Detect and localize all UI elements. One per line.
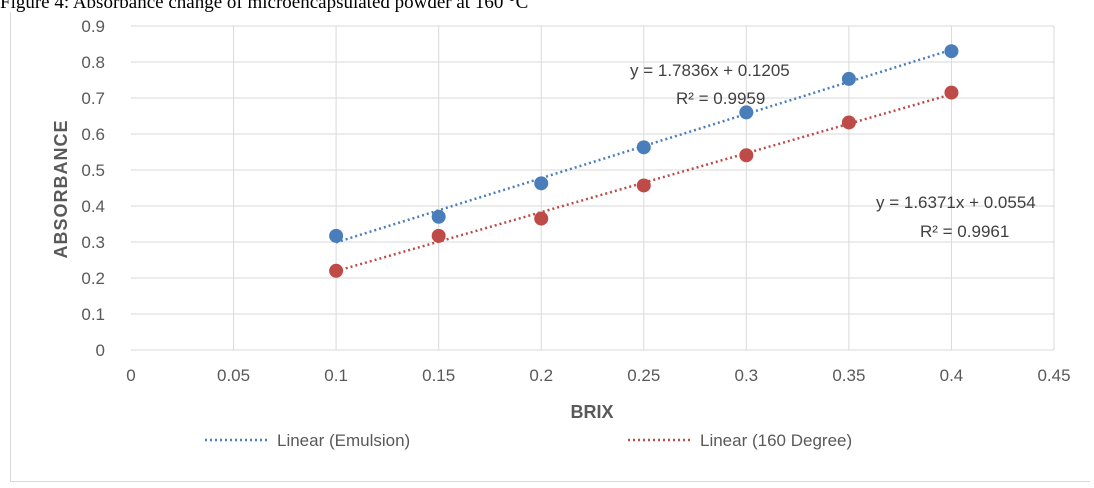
legend-label: Linear (160 Degree)	[700, 431, 852, 450]
data-point	[431, 228, 446, 243]
trendline-r-squared: R² = 0.9961	[920, 222, 1009, 241]
data-point	[841, 71, 856, 86]
data-point	[329, 228, 344, 243]
x-tick-label: 0.3	[735, 366, 759, 385]
axes: 0 0.05 0.1 0.15 0.2 0.25 0.3 0.35 0.4 0.45 0 0.1 0.2…	[81, 17, 1070, 385]
y-tick-label: 0.2	[81, 269, 105, 288]
figure-caption: Figure 4: Absorbance change of microenca…	[0, 0, 529, 13]
data-point	[944, 85, 959, 100]
y-tick-label: 0.3	[81, 233, 105, 252]
x-tick-label: 0.35	[832, 366, 865, 385]
data-point	[841, 115, 856, 130]
equation-labels: y = 1.7836x + 0.1205 R² = 0.9959 y = 1.637…	[630, 61, 1036, 241]
trendline-equation: y = 1.7836x + 0.1205	[630, 61, 790, 80]
y-tick-label: 0.1	[81, 305, 105, 324]
y-axis-title: ABSORBANCE	[51, 119, 71, 258]
trendline-r-squared: R² = 0.9959	[676, 89, 765, 108]
data-point	[944, 44, 959, 59]
data-point	[329, 263, 344, 278]
legend-label: Linear (Emulsion)	[277, 431, 410, 450]
x-tick-label: 0.4	[940, 366, 964, 385]
y-tick-label: 0.4	[81, 197, 105, 216]
data-point	[636, 140, 651, 155]
chart-frame	[10, 12, 1090, 482]
data-point	[534, 211, 549, 226]
x-tick-label: 0.15	[422, 366, 455, 385]
x-tick-label: 0.25	[627, 366, 660, 385]
data-point	[431, 209, 446, 224]
y-tick-label: 0.5	[81, 161, 105, 180]
y-tick-label: 0.6	[81, 125, 105, 144]
x-tick-label: 0	[126, 366, 135, 385]
trendline-equation: y = 1.6371x + 0.0554	[876, 193, 1036, 212]
legend: Linear (Emulsion) Linear (160 Degree)	[205, 431, 852, 450]
x-axis-title: BRIX	[570, 402, 613, 422]
y-tick-label: 0	[96, 341, 105, 360]
y-tick-label: 0.9	[81, 17, 105, 36]
x-tick-label: 0.2	[529, 366, 553, 385]
gridlines	[131, 25, 1055, 350]
data-point	[534, 176, 549, 191]
data-point	[739, 105, 754, 120]
x-tick-label: 0.45	[1037, 366, 1070, 385]
data-points	[329, 44, 959, 278]
x-tick-label: 0.1	[324, 366, 348, 385]
y-tick-label: 0.8	[81, 53, 105, 72]
y-tick-label: 0.7	[81, 89, 105, 108]
x-tick-label: 0.05	[217, 366, 250, 385]
data-point	[636, 178, 651, 193]
data-point	[739, 148, 754, 163]
